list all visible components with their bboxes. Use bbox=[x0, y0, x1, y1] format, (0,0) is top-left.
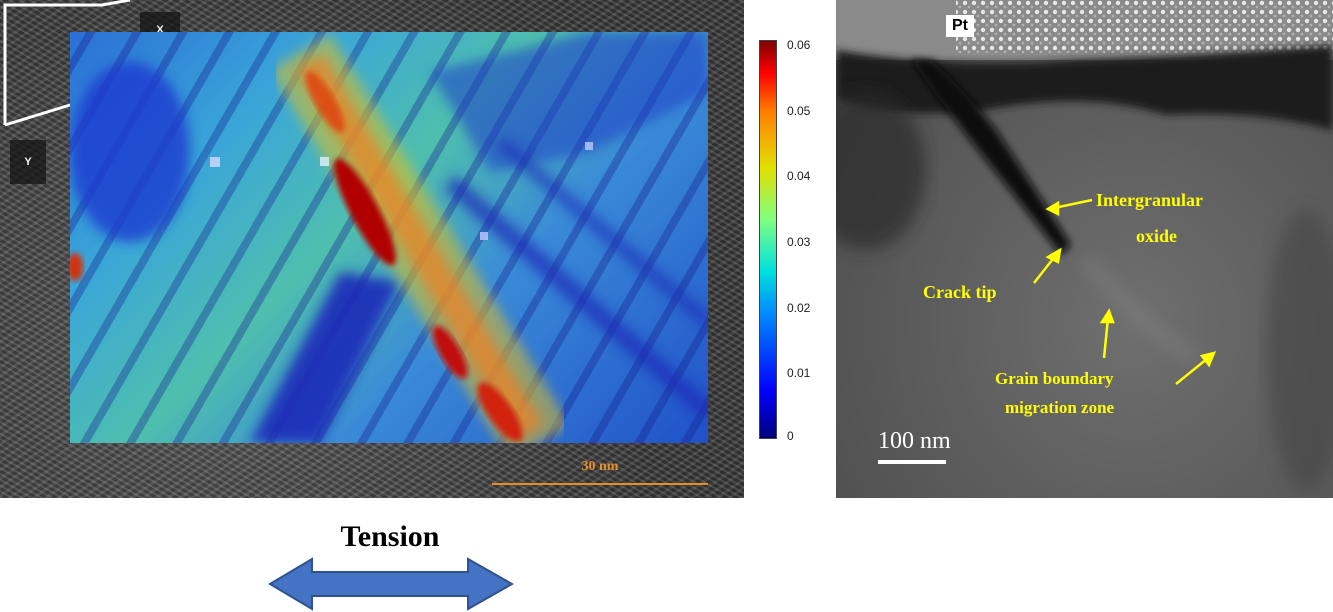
migration-zone-label: migration zone bbox=[1005, 398, 1115, 417]
tension-label: Tension bbox=[340, 520, 440, 553]
tem-scale-bar-line bbox=[878, 460, 946, 464]
intergranular-label: Intergranular bbox=[1096, 190, 1203, 210]
colorbar-tick: 0.04 bbox=[787, 169, 811, 183]
crack-tip-label: Crack tip bbox=[923, 282, 997, 302]
strain-map-features bbox=[70, 32, 708, 443]
colorbar-tick: 0.01 bbox=[787, 366, 811, 380]
tem-features bbox=[836, 0, 1333, 490]
axis-y-marker: Y bbox=[10, 140, 46, 184]
tem-image bbox=[836, 0, 1333, 498]
double-arrow-icon bbox=[268, 557, 514, 611]
colorbar-tick: 0.03 bbox=[787, 235, 811, 249]
scale-bar-line bbox=[492, 483, 708, 485]
strain-map-overlay bbox=[70, 32, 708, 443]
scale-bar-label: 30 nm bbox=[581, 459, 619, 474]
colorbar-tick: 0 bbox=[787, 429, 794, 443]
sem-strain-image: X Y bbox=[0, 0, 744, 498]
tem-scale-bar-label: 100 nm bbox=[878, 428, 951, 454]
grain-boundary-label: Grain boundary bbox=[995, 369, 1114, 388]
oxide-label: oxide bbox=[1136, 226, 1178, 246]
strain-colorbar bbox=[759, 40, 777, 439]
colorbar-tick: 0.06 bbox=[787, 38, 811, 52]
pt-layer-label: Pt bbox=[946, 15, 974, 37]
colorbar-tick: 0.05 bbox=[787, 104, 811, 118]
colorbar-tick: 0.02 bbox=[787, 301, 811, 315]
corner-outline bbox=[3, 0, 131, 127]
